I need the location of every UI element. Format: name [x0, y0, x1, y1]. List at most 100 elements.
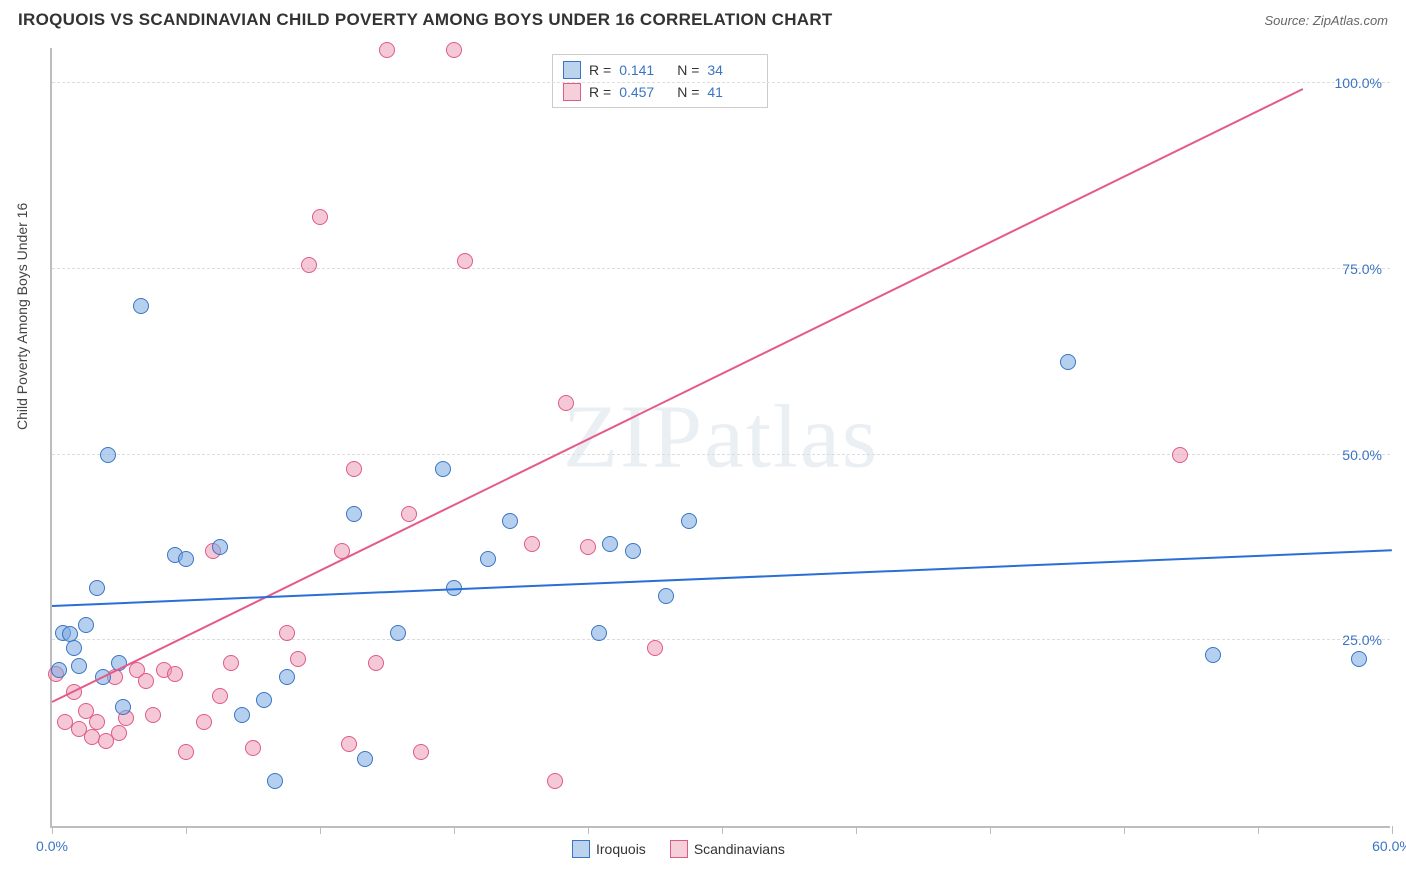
scatter-point-scandinavians	[111, 725, 127, 741]
scatter-point-scandinavians	[1172, 447, 1188, 463]
y-tick-label: 100.0%	[1335, 75, 1382, 91]
legend-label: Scandinavians	[694, 841, 785, 857]
scatter-point-iroquois	[212, 539, 228, 555]
gridline	[52, 268, 1390, 269]
scatter-point-scandinavians	[138, 673, 154, 689]
n-label: N =	[677, 62, 699, 78]
y-tick-label: 50.0%	[1342, 447, 1382, 463]
scatter-point-scandinavians	[178, 744, 194, 760]
scatter-point-scandinavians	[647, 640, 663, 656]
y-axis-label: Child Poverty Among Boys Under 16	[14, 203, 30, 430]
scatter-point-scandinavians	[312, 209, 328, 225]
chart-plot-area: ZIPatlas R = 0.141 N = 34 R = 0.457 N = …	[50, 48, 1390, 828]
swatch-iroquois	[563, 61, 581, 79]
gridline	[52, 454, 1390, 455]
scatter-point-iroquois	[71, 658, 87, 674]
r-value: 0.457	[619, 84, 669, 100]
scatter-point-iroquois	[681, 513, 697, 529]
scatter-point-iroquois	[89, 580, 105, 596]
x-tick	[588, 826, 589, 834]
scatter-point-iroquois	[625, 543, 641, 559]
gridline	[52, 82, 1390, 83]
watermark: ZIPatlas	[563, 386, 879, 489]
trend-line	[52, 549, 1392, 607]
scatter-point-scandinavians	[145, 707, 161, 723]
scatter-point-scandinavians	[341, 736, 357, 752]
chart-title: IROQUOIS VS SCANDINAVIAN CHILD POVERTY A…	[18, 10, 833, 30]
x-tick	[52, 826, 53, 834]
scatter-point-iroquois	[279, 669, 295, 685]
scatter-point-iroquois	[658, 588, 674, 604]
n-label: N =	[677, 84, 699, 100]
legend-swatch-scandinavians	[670, 840, 688, 858]
scatter-point-scandinavians	[401, 506, 417, 522]
scatter-point-iroquois	[435, 461, 451, 477]
scatter-point-iroquois	[115, 699, 131, 715]
legend-label: Iroquois	[596, 841, 646, 857]
scatter-point-scandinavians	[413, 744, 429, 760]
r-label: R =	[589, 62, 611, 78]
scatter-point-iroquois	[178, 551, 194, 567]
scatter-point-iroquois	[502, 513, 518, 529]
correlation-stats-box: R = 0.141 N = 34 R = 0.457 N = 41	[552, 54, 768, 108]
scatter-point-iroquois	[357, 751, 373, 767]
watermark-part-b: atlas	[704, 388, 879, 487]
scatter-point-scandinavians	[524, 536, 540, 552]
scatter-point-iroquois	[346, 506, 362, 522]
x-tick	[454, 826, 455, 834]
x-tick	[320, 826, 321, 834]
scatter-point-iroquois	[100, 447, 116, 463]
scatter-point-scandinavians	[196, 714, 212, 730]
gridline	[52, 639, 1390, 640]
scatter-point-scandinavians	[346, 461, 362, 477]
n-value: 41	[707, 84, 757, 100]
trend-line	[52, 89, 1304, 704]
x-tick	[1392, 826, 1393, 834]
x-tick	[722, 826, 723, 834]
scatter-point-iroquois	[480, 551, 496, 567]
legend: Iroquois Scandinavians	[572, 840, 785, 858]
y-tick-label: 25.0%	[1342, 632, 1382, 648]
scatter-point-scandinavians	[301, 257, 317, 273]
scatter-point-iroquois	[602, 536, 618, 552]
scatter-point-scandinavians	[446, 42, 462, 58]
y-tick-label: 75.0%	[1342, 261, 1382, 277]
x-tick	[990, 826, 991, 834]
stat-row-scandinavians: R = 0.457 N = 41	[563, 81, 757, 103]
scatter-point-scandinavians	[580, 539, 596, 555]
source-label: Source: ZipAtlas.com	[1264, 13, 1388, 28]
scatter-point-scandinavians	[290, 651, 306, 667]
scatter-point-scandinavians	[212, 688, 228, 704]
scatter-point-iroquois	[1060, 354, 1076, 370]
scatter-point-scandinavians	[457, 253, 473, 269]
scatter-point-iroquois	[1351, 651, 1367, 667]
x-tick	[1258, 826, 1259, 834]
scatter-point-scandinavians	[279, 625, 295, 641]
scatter-point-iroquois	[591, 625, 607, 641]
scatter-point-scandinavians	[368, 655, 384, 671]
x-tick	[856, 826, 857, 834]
swatch-scandinavians	[563, 83, 581, 101]
scatter-point-scandinavians	[167, 666, 183, 682]
scatter-point-iroquois	[78, 617, 94, 633]
scatter-point-scandinavians	[245, 740, 261, 756]
legend-swatch-iroquois	[572, 840, 590, 858]
x-tick-label-left: 0.0%	[36, 838, 68, 854]
scatter-point-scandinavians	[547, 773, 563, 789]
scatter-point-iroquois	[256, 692, 272, 708]
scatter-point-iroquois	[267, 773, 283, 789]
x-tick	[186, 826, 187, 834]
stat-row-iroquois: R = 0.141 N = 34	[563, 59, 757, 81]
watermark-part-a: ZIP	[563, 388, 704, 487]
scatter-point-scandinavians	[89, 714, 105, 730]
scatter-point-iroquois	[1205, 647, 1221, 663]
n-value: 34	[707, 62, 757, 78]
scatter-point-iroquois	[390, 625, 406, 641]
scatter-point-iroquois	[51, 662, 67, 678]
legend-item-iroquois: Iroquois	[572, 840, 646, 858]
scatter-point-scandinavians	[223, 655, 239, 671]
x-tick	[1124, 826, 1125, 834]
r-value: 0.141	[619, 62, 669, 78]
scatter-point-scandinavians	[558, 395, 574, 411]
scatter-point-iroquois	[133, 298, 149, 314]
